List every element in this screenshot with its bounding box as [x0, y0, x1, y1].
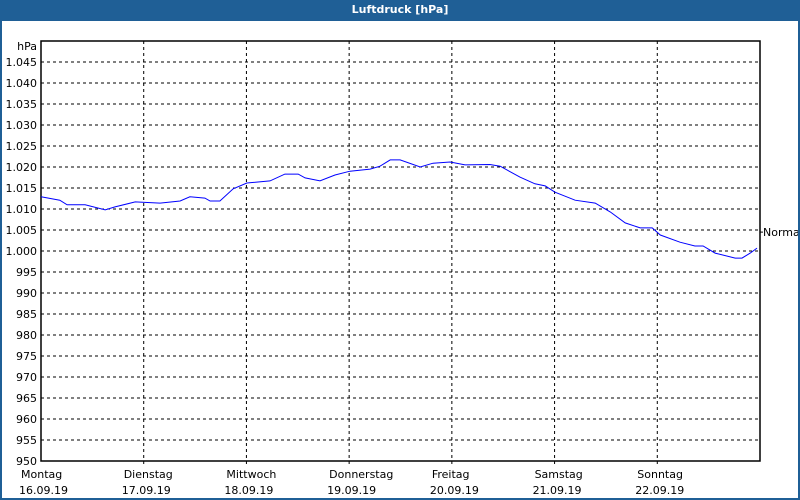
window-title: Luftdruck [hPa] [351, 3, 449, 16]
day-name-label: Sonntag [637, 468, 683, 481]
y-axis-unit: hPa [17, 40, 37, 53]
y-tick-label: 1.030 [6, 119, 38, 132]
pressure-chart: 950 955 960 965 970 975 980 985 990 995 1.000 1.005… [6, 40, 799, 497]
day-date-label: 19.09.19 [327, 484, 376, 497]
y-tick-label: 1.020 [6, 161, 38, 174]
y-tick-label: 1.035 [6, 98, 38, 111]
day-name-label: Mittwoch [226, 468, 276, 481]
y-tick-label: 1.010 [6, 203, 38, 216]
y-tick-label: 975 [16, 350, 37, 363]
normal-label: Normal [763, 226, 798, 239]
day-date-label: 21.09.19 [533, 484, 582, 497]
day-date-label: 22.09.19 [635, 484, 684, 497]
y-tick-label: 955 [16, 434, 37, 447]
day-date-label: 16.09.19 [19, 484, 68, 497]
day-date-label: 20.09.19 [430, 484, 479, 497]
day-name-label: Samstag [535, 468, 583, 481]
y-tick-label: 1.045 [6, 56, 38, 69]
y-tick-label: 995 [16, 266, 37, 279]
y-tick-label: 960 [16, 413, 37, 426]
y-tick-label: 950 [16, 455, 37, 468]
y-tick-label: 990 [16, 287, 37, 300]
y-tick-label: 970 [16, 371, 37, 384]
y-tick-label: 1.025 [6, 140, 38, 153]
day-date-label: 18.09.19 [224, 484, 273, 497]
day-date-label: 17.09.19 [122, 484, 171, 497]
pressure-line [40, 159, 758, 259]
chart-area: 950 955 960 965 970 975 980 985 990 995 1.000 1.005… [2, 21, 798, 498]
day-name-label: Montag [21, 468, 62, 481]
y-tick-label: 985 [16, 308, 37, 321]
day-name-label: Donnerstag [329, 468, 393, 481]
y-tick-label: 980 [16, 329, 37, 342]
day-name-label: Freitag [432, 468, 470, 481]
y-tick-label: 965 [16, 392, 37, 405]
y-tick-label: 1.015 [6, 182, 38, 195]
y-tick-label: 1.005 [6, 224, 38, 237]
y-tick-label: 1.000 [6, 245, 38, 258]
plot-frame [40, 40, 761, 462]
y-tick-label: 1.040 [6, 77, 38, 90]
day-name-label: Dienstag [124, 468, 173, 481]
